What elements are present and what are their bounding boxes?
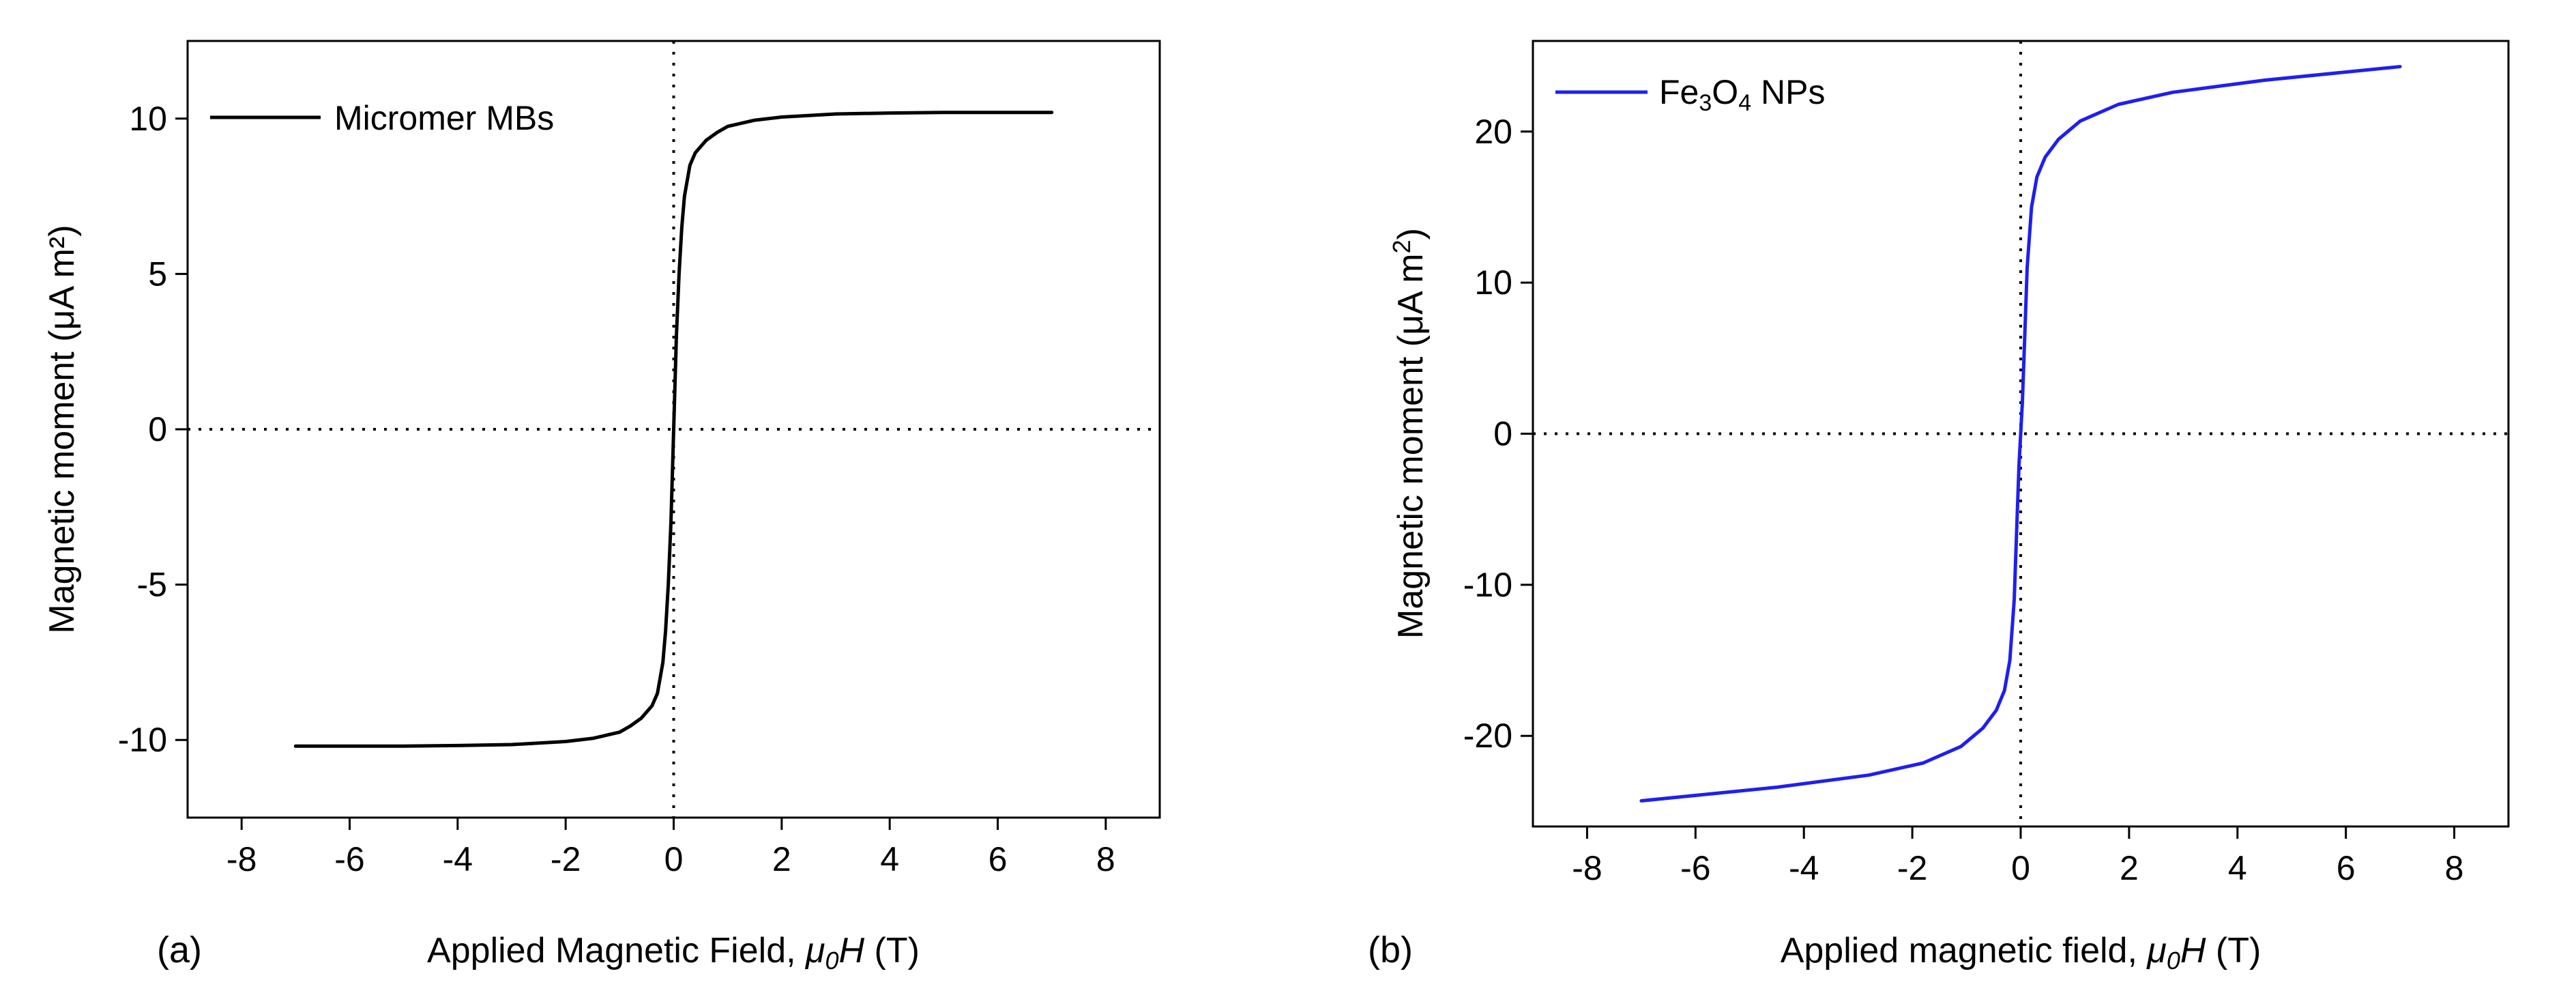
panel-a-x-tick-label: -2: [551, 840, 581, 878]
panel-b-x-label-suffix: (T): [2206, 931, 2261, 970]
panel-b-x-axis-label: Applied magnetic field, μ0H (T): [1781, 931, 2262, 975]
panel-b-y-axis-label: Magnetic moment (μA m2): [1388, 228, 1431, 639]
panel-a-series: [293, 111, 1054, 748]
panel-a-x-label-prefix: Applied Magnetic Field,: [427, 931, 806, 970]
panel-b-x-label-h: H: [2180, 931, 2206, 970]
panel-b-x-tick-label: 4: [2228, 849, 2247, 887]
panel-b-x-label-mu: μ: [2146, 931, 2167, 970]
panel-b-x-tick-label: -8: [1572, 849, 1602, 887]
panel-b-x-label-prefix: Applied magnetic field,: [1781, 931, 2148, 970]
panel-a-y-axis-label: Magnetic moment (μA m²): [42, 225, 82, 633]
panel-a-legend-label: Micromer MBs: [334, 99, 554, 137]
panel-b-y-tick-label: -20: [1463, 717, 1512, 755]
panel-a-x-tick-label: -8: [226, 840, 257, 878]
panel-a: -8 -6 -4 -2 0 2 4 6 8 -10 -5 0 5 10 Micromer MBs Mag…: [42, 40, 1161, 975]
panel-a-x-label-mu: μ: [804, 931, 825, 970]
panel-b-series-line-0: [1639, 65, 2402, 803]
panel-b-x-tick-label: -4: [1789, 849, 1819, 887]
panel-b-x-label-subscript: 0: [2167, 947, 2180, 975]
panel-a-x-tick-label: 8: [1096, 840, 1115, 878]
panel-a-series-line-0: [293, 111, 1054, 748]
panel-a-x-tick-label: 2: [772, 840, 791, 878]
panel-b-legend-fe: Fe: [1659, 73, 1699, 111]
panel-b-y-label-superscript: 2: [1388, 240, 1416, 253]
panel-b-label: (b): [1368, 930, 1413, 970]
panel-b-y-tick-label: 0: [1493, 415, 1512, 453]
panel-b-x-tick-label: -2: [1897, 849, 1927, 887]
panel-b-x-tick-label: -6: [1680, 849, 1710, 887]
panel-a-y-tick-label: 10: [129, 100, 167, 138]
panel-b-series: [1639, 65, 2402, 803]
panel-b-legend-sub-4: 4: [1738, 90, 1751, 116]
panel-a-x-label-h: H: [839, 931, 865, 970]
panel-a-x-tick-label: -4: [443, 840, 473, 878]
panel-a-x-tick-label: 0: [664, 840, 684, 878]
panel-b-x-tick-label: 6: [2337, 849, 2356, 887]
panel-b-y-tick-label: 20: [1474, 113, 1512, 151]
panel-b-legend-label: Fe3O4 NPs: [1659, 73, 1825, 116]
panel-a-x-label-subscript: 0: [825, 947, 839, 975]
panel-a-x-label-suffix: (T): [864, 931, 920, 970]
panel-b-y-label-end: ): [1391, 228, 1431, 240]
panel-a-reference-lines: [188, 41, 1160, 818]
panel-a-y-tick-label: 5: [148, 255, 167, 293]
panel-b-y-label-main: Magnetic moment (μA m: [1391, 253, 1431, 639]
panel-b-x-tick-label: 2: [2120, 849, 2139, 887]
panel-b-x-tick-label: 8: [2445, 849, 2464, 887]
panel-a-x-tick-label: -6: [334, 840, 364, 878]
panel-b-x-tick-label: 0: [2011, 849, 2030, 887]
panel-a-x-tick-label: 6: [989, 840, 1008, 878]
panel-a-x-ticks: -8 -6 -4 -2 0 2 4 6 8: [226, 818, 1115, 878]
panel-b-legend-nps: NPs: [1751, 73, 1825, 111]
panel-b-y-ticks: -20 -10 0 10 20: [1463, 113, 1533, 755]
panel-b-y-tick-label: -10: [1463, 566, 1512, 604]
panel-b-x-ticks: -8 -6 -4 -2 0 2 4 6 8: [1572, 826, 2463, 887]
panel-a-y-tick-label: 0: [148, 410, 167, 448]
panel-b-legend: Fe3O4 NPs: [1555, 73, 1825, 116]
panel-b-legend-o: O: [1712, 73, 1738, 111]
panel-a-y-tick-label: -5: [137, 566, 167, 604]
panel-b-legend-sub-3: 3: [1699, 90, 1712, 116]
panel-a-y-ticks: -10 -5 0 5 10: [118, 100, 188, 759]
panel-a-legend: Micromer MBs: [210, 99, 554, 137]
panel-b-y-tick-label: 10: [1474, 263, 1512, 302]
panel-a-x-tick-label: 4: [880, 840, 899, 878]
panel-a-y-tick-label: -10: [118, 721, 167, 759]
panel-a-label: (a): [157, 930, 202, 970]
panel-a-x-axis-label: Applied Magnetic Field, μ0H (T): [427, 931, 920, 975]
